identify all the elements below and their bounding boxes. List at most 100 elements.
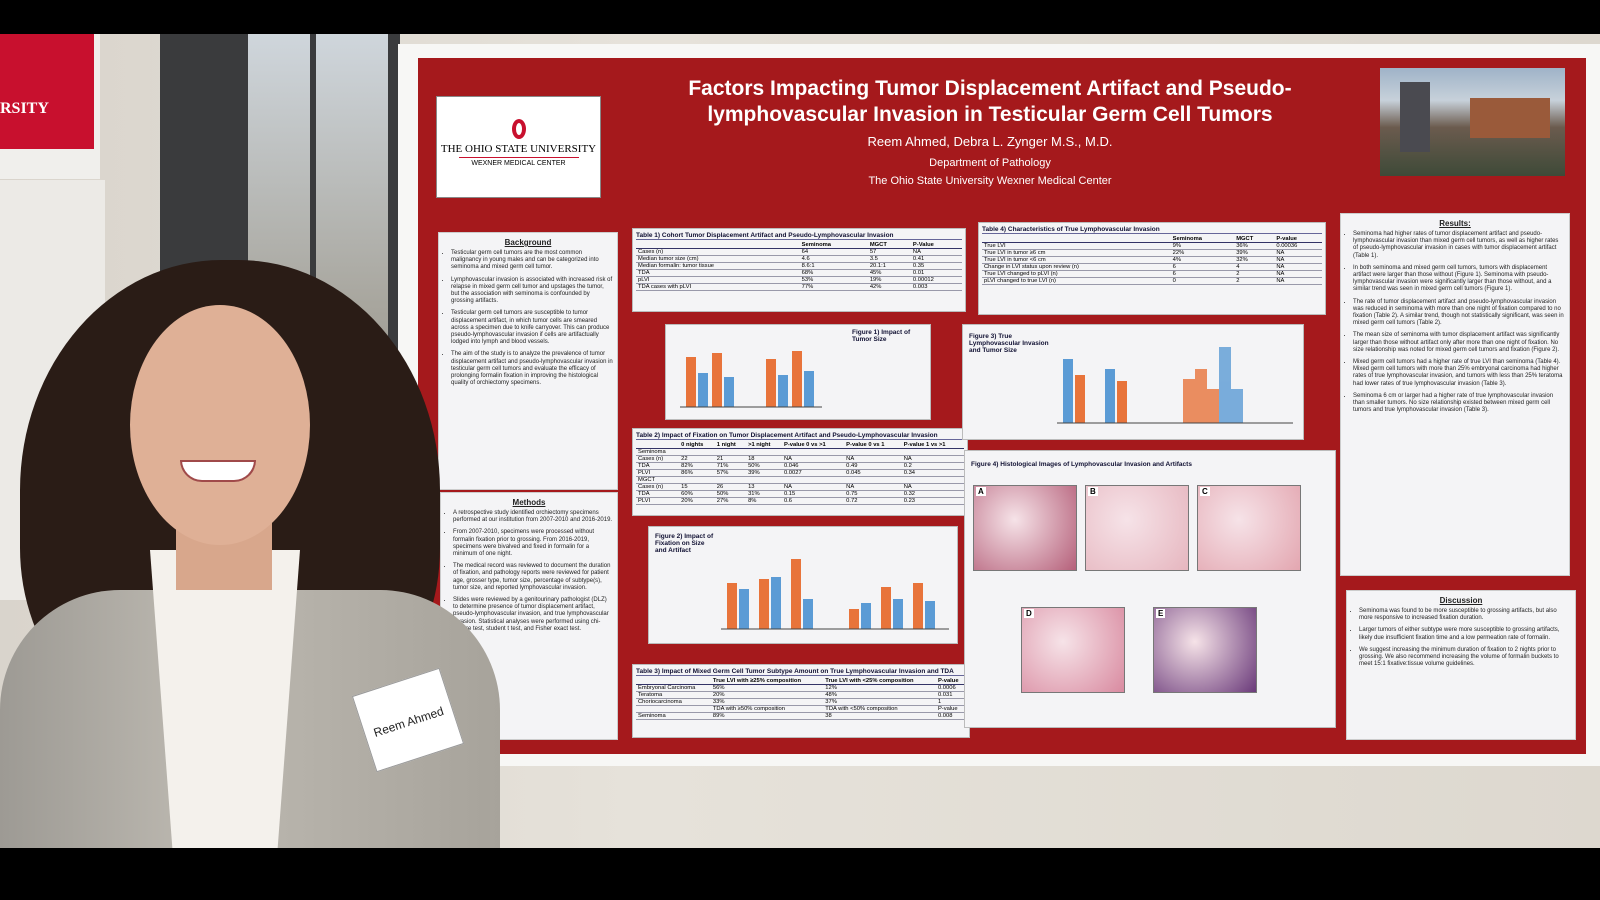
header-cell <box>636 242 800 249</box>
table-cell: 6 <box>1170 270 1235 278</box>
bullet-list: Seminoma was found to be more susceptibl… <box>1351 608 1571 668</box>
table-row: Change in LVI status upon review (n) 6 4 NA <box>982 263 1322 271</box>
table-cell: 0.031 <box>935 691 966 699</box>
bullet: The rate of tumor displacement artifact … <box>1353 299 1565 328</box>
table-cell: 56% <box>710 684 824 692</box>
table-cell: 82% <box>679 462 715 470</box>
header-cell: P-value <box>935 678 966 685</box>
figure-title: Figure 4) Histological Images of Lymphov… <box>971 461 1192 468</box>
table-cell: 0.003 <box>910 283 962 291</box>
letterbox-top <box>0 0 1600 34</box>
panel-label: E <box>1156 609 1166 618</box>
table-row: Median tumor size (cm) 4.6 3.5 0.41 <box>636 255 962 263</box>
header-cell: P-value 0 vs >1 <box>781 442 845 449</box>
table-cell: 26 <box>714 483 747 491</box>
table-title: Table 2) Impact of Fixation on Tumor Dis… <box>636 432 964 440</box>
poster-institution: The Ohio State University Wexner Medical… <box>868 175 1112 187</box>
table-cell <box>679 476 715 484</box>
table-cell <box>781 448 845 456</box>
table-row: TDA cases with pLVI 77% 42% 0.003 <box>636 283 962 291</box>
table-row: pLVI changed to true LVI (n) 0 2 NA <box>982 277 1322 285</box>
header-cell: >1 night <box>746 442 782 449</box>
figure-title: Figure 2) Impact of Fixation on Size and… <box>655 533 714 554</box>
table-title: Table 3) Impact of Mixed Germ Cell Tumor… <box>636 668 966 676</box>
table-cell: 0.15 <box>781 490 845 498</box>
header-cell: MGCT <box>867 242 911 249</box>
table-cell: 6 <box>1170 263 1235 271</box>
figure-2: Figure 2) Impact of Fixation on Size and… <box>648 526 958 644</box>
table-cell: 21 <box>714 455 747 463</box>
sign-text: RSITY <box>0 100 49 117</box>
table-cell: pLVI changed to true LVI (n) <box>982 277 1171 285</box>
table-cell: 86% <box>679 469 715 477</box>
table-row: Median formalin: tumor tissue 8.6:1 20.1:1… <box>636 262 962 270</box>
poster-title: Factors Impacting Tumor Displacement Art… <box>688 77 1292 126</box>
bullet: Testicular germ cell tumors are the most… <box>451 250 613 272</box>
bullet: Testicular germ cell tumors are suscepti… <box>451 310 613 346</box>
table-cell: 0.32 <box>901 490 964 498</box>
table-cell: 77% <box>799 283 868 291</box>
header-cell <box>982 236 1171 243</box>
bullet: Lymphovascular invasion is associated wi… <box>451 277 613 306</box>
title-block: Factors Impacting Tumor Displacement Art… <box>620 76 1360 187</box>
bullet: Slides were reviewed by a genitourinary … <box>453 597 613 633</box>
table-row: TDA with ≥50% composition TDA with <50% c… <box>636 705 966 713</box>
poster-department: Department of Pathology <box>929 157 1051 169</box>
bullet: Seminoma had higher rates of tumor displ… <box>1353 231 1565 260</box>
table-cell: pLVI <box>636 276 800 284</box>
bullet: Larger tumors of either subtype were mor… <box>1359 627 1571 641</box>
bullet: The aim of the study is to analyze the p… <box>451 351 613 387</box>
results-panel: Results: Seminoma had higher rates of tum… <box>1340 213 1570 576</box>
table-cell <box>901 448 964 456</box>
header-cell: 1 night <box>714 442 747 449</box>
table-3: Table 3) Impact of Mixed Germ Cell Tumor… <box>632 664 970 738</box>
table-cell: 31% <box>746 490 782 498</box>
building-photo <box>1380 68 1565 176</box>
table-cell: NA <box>1274 270 1322 278</box>
table-cell: 0.72 <box>844 497 902 505</box>
table-cell <box>746 448 782 456</box>
table-cell: 0.2 <box>901 462 964 470</box>
table-row: Cases (n) 22 21 18 NA NA NA <box>636 455 964 463</box>
bullet: A retrospective study identified orchiec… <box>453 510 613 524</box>
table-cell: NA <box>901 483 964 491</box>
table-cell: 48% <box>823 691 936 699</box>
bullet: We suggest increasing the minimum durati… <box>1359 647 1571 669</box>
table-cell: 15 <box>679 483 715 491</box>
header-cell <box>636 678 711 685</box>
figure-title: Figure 1) Impact of Tumor Size <box>852 329 911 343</box>
table-cell: Seminoma <box>636 712 711 720</box>
table-row: True LVI in tumor <6 cm 4% 32% NA <box>982 256 1322 264</box>
table-cell: TDA <box>636 490 680 498</box>
table-cell: 0.008 <box>935 712 966 720</box>
panel-label: B <box>1088 487 1098 496</box>
panel-label: D <box>1024 609 1034 618</box>
header-cell: P-value <box>1274 236 1322 243</box>
table-cell: 0.0006 <box>935 684 966 692</box>
table-cell: True LVI in tumor <6 cm <box>982 256 1171 264</box>
table-cell: Choriocarcinoma <box>636 698 711 706</box>
table-row: MGCT <box>636 476 964 484</box>
table-cell: NA <box>901 455 964 463</box>
table-cell: NA <box>1274 263 1322 271</box>
bullet: In both seminoma and mixed germ cell tum… <box>1353 265 1565 294</box>
header-cell: P-value 1 vs >1 <box>901 442 964 449</box>
table-cell: 71% <box>714 462 747 470</box>
table-row: TDA 68% 45% 0.01 <box>636 269 962 277</box>
header-cell <box>636 442 680 449</box>
table-cell: Embryonal Carcinoma <box>636 684 711 692</box>
table-cell: 12% <box>823 684 936 692</box>
table-cell: 0.23 <box>901 497 964 505</box>
table-cell: 4.6 <box>799 255 868 263</box>
figure-4: Figure 4) Histological Images of Lymphov… <box>964 450 1336 728</box>
bullet: From 2007-2010, specimens were processed… <box>453 529 613 558</box>
table-header: Seminoma MGCT P-value <box>982 236 1322 243</box>
table-cell: 0.0027 <box>781 469 845 477</box>
table-cell: 0.01 <box>910 269 962 277</box>
bullet: The mean size of seminoma with tumor dis… <box>1353 332 1565 354</box>
figure-bars <box>680 351 822 408</box>
table-cell <box>714 448 747 456</box>
table-cell: 42% <box>867 283 911 291</box>
table-cell <box>844 476 902 484</box>
table-cell: Change in LVI status upon review (n) <box>982 263 1171 271</box>
